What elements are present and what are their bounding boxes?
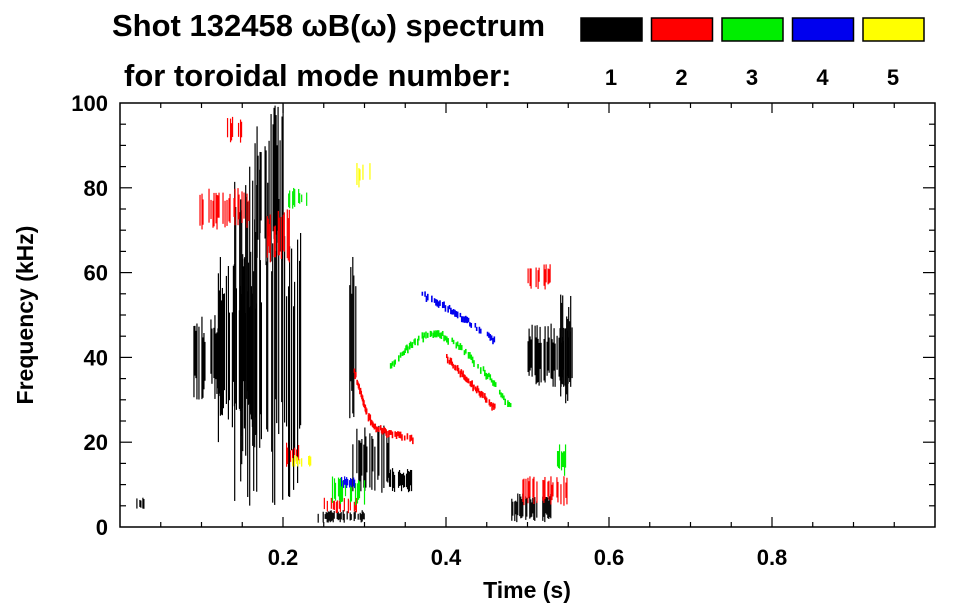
spectrum-feature-mode-1 (349, 256, 357, 419)
x-tick-label: 0.4 (431, 545, 462, 570)
spectrum-feature-mode-2 (286, 442, 300, 467)
spectrum-feature-mode-2 (353, 368, 414, 445)
y-tick-label: 0 (96, 515, 108, 540)
spectrum-feature-mode-5 (356, 163, 371, 188)
y-axis-label: Frequency (kHz) (12, 226, 38, 405)
y-tick-labels: 0 20 40 60 80 100 (71, 91, 108, 540)
legend-label-mode-5: 5 (887, 65, 899, 90)
y-tick-label: 100 (71, 91, 108, 116)
legend-label-mode-3: 3 (746, 65, 758, 90)
axis-ticks (120, 103, 935, 527)
spectrum-feature-mode-1 (284, 232, 302, 497)
x-tick-label: 0.6 (594, 545, 625, 570)
spectrum-feature-mode-2 (446, 354, 496, 411)
y-tick-label: 60 (84, 261, 108, 286)
spectrum-feature-mode-1 (511, 493, 552, 523)
spectrum-feature-mode-5 (292, 455, 312, 467)
spectrum-feature-mode-2 (527, 264, 551, 290)
legend-swatch-mode-2 (650, 17, 714, 42)
spectrum-feature-mode-1 (136, 497, 145, 509)
spectrum-feature-mode-4 (421, 291, 496, 345)
spectrum-feature-mode-1 (352, 425, 390, 493)
y-tick-label: 20 (84, 430, 108, 455)
x-tick-labels: 0.2 0.4 0.6 0.8 (268, 545, 788, 570)
spectrum-feature-mode-2 (323, 497, 357, 514)
legend-swatch-mode-1 (580, 17, 643, 42)
spectrum-feature-mode-2 (199, 188, 250, 230)
spectrum-feature-mode-2 (226, 116, 243, 143)
spectrum-feature-mode-3 (389, 330, 512, 408)
spectrum-feature-mode-1 (560, 294, 572, 404)
spectrum-feature-mode-3 (556, 444, 567, 476)
x-tick-label: 0.2 (268, 545, 299, 570)
legend-label-mode-1: 1 (605, 65, 617, 90)
legend-label-mode-4: 4 (816, 65, 829, 90)
spectrum-feature-mode-1 (254, 104, 284, 271)
legend-label-mode-2: 2 (675, 65, 687, 90)
spectrum-feature-mode-1 (234, 166, 284, 506)
chart-subtitle: for toroidal mode number: (124, 58, 512, 93)
spectrum-feature-mode-1 (388, 468, 413, 493)
spectrum-feature-mode-3 (288, 187, 308, 209)
spectrum-feature-mode-2 (266, 209, 290, 263)
spectrum-feature-mode-3 (331, 476, 366, 506)
x-axis-label: Time (s) (483, 577, 571, 603)
spectrum-feature-mode-1 (317, 510, 365, 523)
legend: 1 2 3 4 5 (580, 17, 925, 90)
legend-swatch-mode-3 (721, 17, 784, 42)
legend-swatch-mode-5 (862, 17, 925, 42)
spectrum-feature-mode-4 (341, 476, 356, 489)
y-tick-label: 80 (84, 176, 108, 201)
legend-swatch-mode-4 (791, 17, 855, 42)
chart-title: Shot 132458 ωB(ω) spectrum (112, 8, 545, 43)
x-tick-label: 0.8 (757, 545, 788, 570)
y-tick-label: 40 (84, 345, 108, 370)
spectrum-data (136, 104, 573, 523)
spectrum-feature-mode-2 (522, 476, 568, 506)
